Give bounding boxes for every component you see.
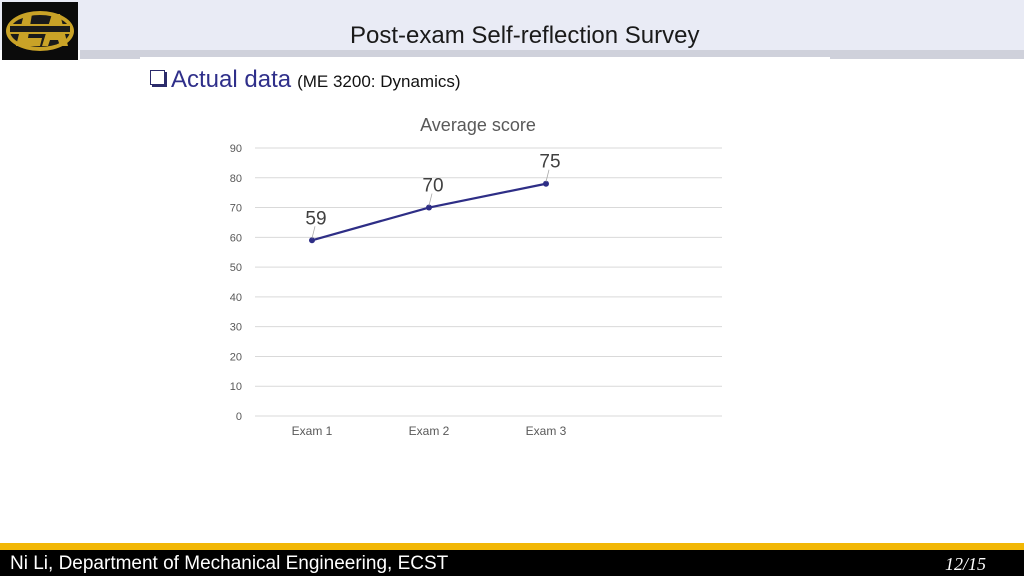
data-label-leader xyxy=(311,226,316,239)
bullet-line: Actual data (ME 3200: Dynamics) xyxy=(150,66,461,94)
chart-title: Average score xyxy=(420,115,536,135)
header-rule-accent xyxy=(140,57,830,60)
data-label-leader xyxy=(545,169,550,182)
header-rule xyxy=(80,50,1024,59)
footer-text: Ni Li, Department of Mechanical Engineer… xyxy=(10,553,449,574)
y-tick-label: 90 xyxy=(230,143,242,155)
chart-y-ticks: 0 10 20 30 40 50 60 70 80 90 xyxy=(230,143,242,423)
footer-bar xyxy=(0,550,1024,576)
chart-data-labels: 59 70 75 xyxy=(305,152,561,239)
checkbox-bullet-icon xyxy=(150,70,165,85)
page-number: 12/15 xyxy=(944,554,986,574)
y-tick-label: 40 xyxy=(230,292,242,304)
chart-gridlines xyxy=(255,147,722,417)
footer-gold-stripe xyxy=(0,543,1024,550)
y-tick-label: 30 xyxy=(230,322,242,334)
x-tick-label: Exam 2 xyxy=(409,424,450,438)
chart-x-ticks: Exam 1 Exam 2 Exam 3 xyxy=(292,424,567,438)
bullet-sub-text: (ME 3200: Dynamics) xyxy=(297,72,461,91)
y-tick-label: 0 xyxy=(236,411,242,423)
data-label: 70 xyxy=(422,176,443,197)
x-tick-label: Exam 3 xyxy=(526,424,567,438)
logo-graphic xyxy=(2,2,78,60)
data-label: 75 xyxy=(539,152,560,173)
y-tick-label: 60 xyxy=(230,232,242,244)
x-tick-label: Exam 1 xyxy=(292,424,333,438)
chart-svg: 0 10 20 30 40 50 60 70 80 90 Exam 1 Exam 2 Exam 3 5… xyxy=(230,115,722,438)
slide-title: Post-exam Self-reflection Survey xyxy=(350,22,700,49)
data-point xyxy=(309,237,315,244)
data-label-leader xyxy=(428,193,433,206)
data-point xyxy=(543,180,549,187)
chart: 0 10 20 30 40 50 60 70 80 90 Exam 1 Exam 2 Exam 3 5… xyxy=(200,108,740,448)
chart-series xyxy=(309,180,549,244)
bullet-main-text: Actual data xyxy=(171,66,292,93)
header-band xyxy=(0,0,1024,50)
y-tick-label: 50 xyxy=(230,262,242,274)
data-point xyxy=(426,204,432,211)
y-tick-label: 10 xyxy=(230,381,242,393)
y-tick-label: 70 xyxy=(230,203,242,215)
university-logo xyxy=(2,2,78,60)
y-tick-label: 80 xyxy=(230,173,242,185)
y-tick-label: 20 xyxy=(230,351,242,363)
data-label: 59 xyxy=(305,208,326,229)
